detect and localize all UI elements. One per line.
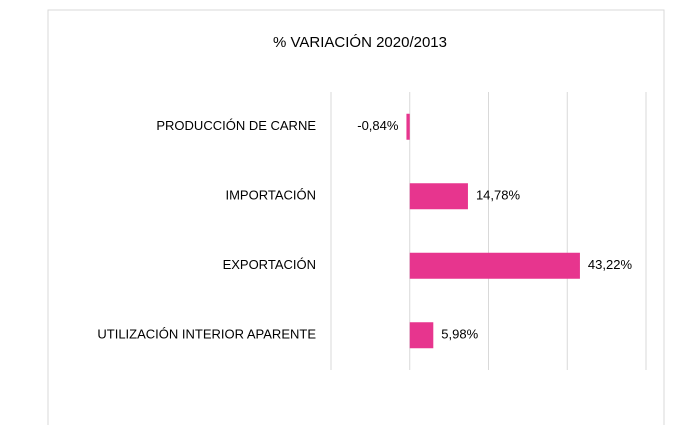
bar (409, 322, 434, 349)
category-label: PRODUCCIÓN DE CARNE (156, 118, 316, 133)
data-label: 43,22% (588, 257, 633, 272)
chart-frame (47, 9, 665, 425)
category-label: EXPORTACIÓN (223, 257, 316, 272)
chart-title: % VARIACIÓN 2020/2013 (273, 34, 447, 51)
data-label: -0,84% (357, 118, 399, 133)
data-label: 14,78% (476, 188, 521, 203)
bar (406, 113, 410, 140)
category-label: UTILIZACIÓN INTERIOR APARENTE (97, 327, 316, 342)
category-label: IMPORTACIÓN (225, 188, 316, 203)
data-label: 5,98% (441, 327, 478, 342)
bar (409, 183, 468, 210)
bar (409, 252, 580, 279)
